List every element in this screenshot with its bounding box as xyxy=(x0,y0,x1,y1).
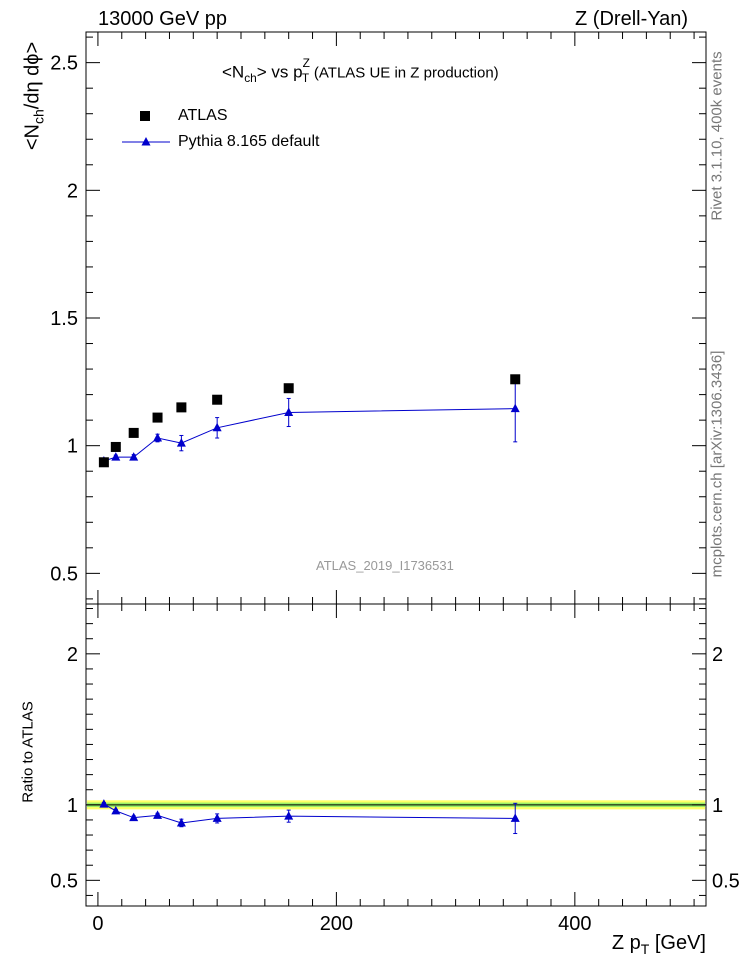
ratio-ytick-label-right: 2 xyxy=(712,644,723,666)
main-ytick-label: 2.5 xyxy=(50,53,78,75)
ratio-ytick-label-right: 0.5 xyxy=(712,870,740,892)
ratio-xtick-label: 400 xyxy=(558,913,591,935)
pythia-point xyxy=(129,452,139,461)
ratio-pythia-point xyxy=(111,805,121,815)
atlas-point xyxy=(98,457,109,468)
ratio-pythia-point xyxy=(99,799,109,808)
ratio-ytick-label: 1 xyxy=(67,795,78,817)
pythia-point xyxy=(510,403,520,413)
mcplots-label: mcplots.cern.ch [arXiv:1306.3436] xyxy=(708,350,726,578)
atlas-point xyxy=(212,394,223,405)
ratio-xtick-label: 200 xyxy=(320,913,353,935)
legend-atlas-marker xyxy=(140,111,150,121)
pythia-point xyxy=(111,452,121,461)
analysis-watermark: ATLAS_2019_I1736531 xyxy=(316,558,454,573)
atlas-point xyxy=(110,441,121,452)
ratio-pythia-point xyxy=(153,810,163,819)
atlas-point xyxy=(510,374,521,385)
pythia-point xyxy=(212,422,222,432)
atlas-point xyxy=(283,383,294,394)
ratio-ytick-label: 2 xyxy=(67,644,78,666)
atlas-point xyxy=(176,402,187,413)
main-ytick-label: 0.5 xyxy=(50,563,78,585)
main-ytick-label: 1 xyxy=(67,436,78,458)
ratio-ytick-label: 0.5 xyxy=(50,870,78,892)
plot-title: <Nch> vs pZT (ATLAS UE in Z production) xyxy=(222,56,499,86)
ratio-pythia-point xyxy=(212,813,222,822)
main-panel: 0.5 1 1.5 2 2.5 xyxy=(50,31,707,605)
y-axis-label-ratio: Ratio to ATLAS xyxy=(19,701,37,803)
legend-atlas-label: ATLAS xyxy=(178,107,228,124)
ratio-ytick-label-right: 1 xyxy=(712,795,723,817)
pythia-point xyxy=(153,433,163,442)
atlas-point xyxy=(152,412,163,423)
pythia-point xyxy=(176,438,186,447)
ratio-panel: 0.5 0.5 1 1 2 2 0 200 400 xyxy=(50,603,740,935)
ratio-pythia-point xyxy=(510,813,520,822)
ratio-pythia-point xyxy=(176,817,186,827)
pythia-line xyxy=(103,408,516,462)
ratio-frame xyxy=(85,603,707,907)
header-left: 13000 GeV pp xyxy=(98,8,227,30)
atlas-point xyxy=(128,427,139,438)
ratio-pythia-point xyxy=(284,811,294,820)
pythia-point xyxy=(284,407,294,416)
ratio-xtick-label: 0 xyxy=(92,913,103,935)
rivet-label: Rivet 3.1.10, 400k events xyxy=(708,51,726,221)
main-ytick-label: 2 xyxy=(67,180,78,202)
header-right: Z (Drell-Yan) xyxy=(575,8,688,30)
legend-pythia-marker xyxy=(141,137,151,146)
main-ytick-label: 1.5 xyxy=(50,308,78,330)
ratio-pythia-point xyxy=(129,812,139,822)
y-axis-label-main: <Nch/dη dϕ> xyxy=(21,41,47,151)
x-axis-label: Z pT [GeV] xyxy=(611,932,706,957)
legend-pythia-label: Pythia 8.165 default xyxy=(178,133,320,150)
